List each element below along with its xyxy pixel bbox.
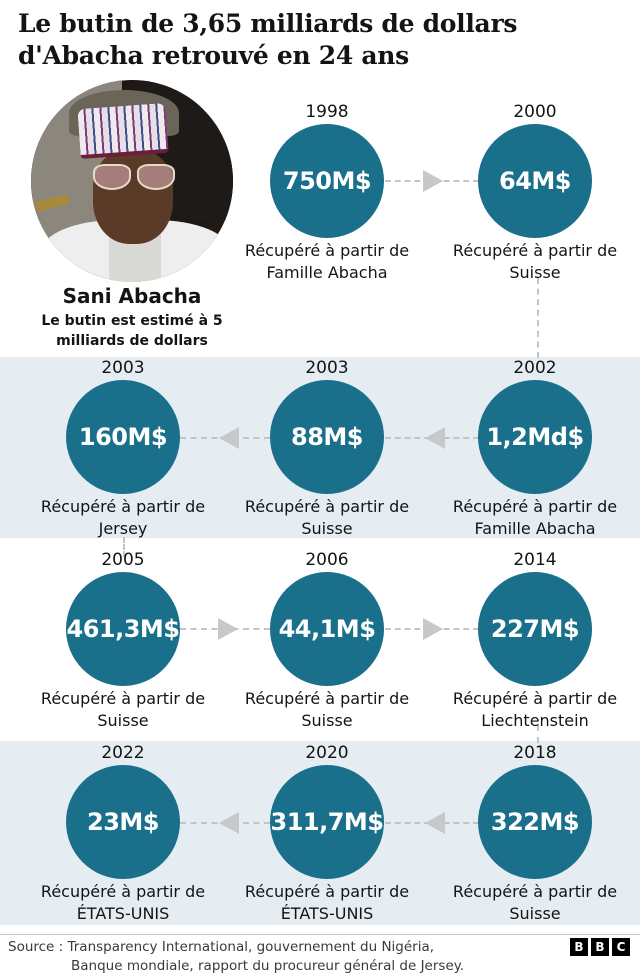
amount-circle: 1,2Md$ [478, 380, 592, 494]
node-source: Suisse [97, 711, 149, 730]
node-prefix: Récupéré à partir de [244, 497, 410, 516]
amount-circle: 44,1M$ [270, 572, 384, 686]
node-year: 2006 [305, 550, 349, 570]
node-source: Liechtenstein [481, 711, 589, 730]
node-prefix: Récupéré à partir de [452, 497, 618, 516]
node-year: 2002 [513, 358, 557, 378]
node-year: 1998 [305, 102, 349, 122]
bbc-logo: B B C [570, 938, 630, 956]
node-prefix: Récupéré à partir de [40, 882, 206, 901]
timeline-node: 2014 227M$ Récupéré à partir de Liechtens… [445, 550, 625, 732]
timeline-node: 1998 750M$ Récupéré à partir de Famille A… [237, 102, 417, 284]
source-line-1: Source : Transparency International, gou… [8, 939, 435, 955]
page-title: Le butin de 3,65 milliards de dollars d'… [18, 9, 518, 70]
node-year: 2003 [305, 358, 349, 378]
node-year: 2022 [101, 743, 145, 763]
arrow-right-icon [423, 618, 443, 640]
connector-line [537, 278, 539, 358]
amount-circle: 88M$ [270, 380, 384, 494]
node-prefix: Récupéré à partir de [40, 497, 206, 516]
node-prefix: Récupéré à partir de [40, 689, 206, 708]
node-year: 2003 [101, 358, 145, 378]
amount-circle: 23M$ [66, 765, 180, 879]
node-year: 2014 [513, 550, 557, 570]
node-source: Famille Abacha [266, 263, 388, 282]
arrow-left-icon [425, 427, 445, 449]
source-line-2: Banque mondiale, rapport du procureur gé… [71, 958, 465, 974]
amount-circle: 750M$ [270, 124, 384, 238]
node-year: 2020 [305, 743, 349, 763]
connector-line [537, 725, 539, 743]
timeline-node: 2006 44,1M$ Récupéré à partir de Suisse [237, 550, 417, 732]
timeline-node: 2003 88M$ Récupéré à partir de Suisse [237, 358, 417, 540]
node-source: Jersey [98, 519, 148, 538]
timeline-node: 2018 322M$ Récupéré à partir de Suisse [445, 743, 625, 925]
timeline-node: 2020 311,7M$ Récupéré à partir de ÉTATS-U… [237, 743, 417, 925]
arrow-left-icon [219, 812, 239, 834]
timeline-node: 2000 64M$ Récupéré à partir de Suisse [445, 102, 625, 284]
person-name: Sani Abacha [62, 284, 202, 308]
amount-circle: 64M$ [478, 124, 592, 238]
arrow-left-icon [219, 427, 239, 449]
node-source: Suisse [509, 263, 561, 282]
portrait-photo [31, 80, 233, 282]
node-year: 2018 [513, 743, 557, 763]
amount-circle: 311,7M$ [270, 765, 384, 879]
node-year: 2000 [513, 102, 557, 122]
arrow-left-icon [425, 812, 445, 834]
amount-circle: 461,3M$ [66, 572, 180, 686]
node-prefix: Récupéré à partir de [244, 241, 410, 260]
node-source: Suisse [509, 904, 561, 923]
node-prefix: Récupéré à partir de [244, 882, 410, 901]
node-prefix: Récupéré à partir de [452, 241, 618, 260]
node-source: ÉTATS-UNIS [280, 904, 374, 923]
timeline-node: 2003 160M$ Récupéré à partir de Jersey [33, 358, 213, 540]
node-source: Suisse [301, 519, 353, 538]
bbc-logo-block: B [570, 938, 588, 956]
bbc-logo-block: B [591, 938, 609, 956]
amount-circle: 322M$ [478, 765, 592, 879]
amount-circle: 160M$ [66, 380, 180, 494]
node-prefix: Récupéré à partir de [452, 882, 618, 901]
arrow-right-icon [423, 170, 443, 192]
source-note: Source : Transparency International, gou… [8, 938, 464, 976]
arrow-right-icon [218, 618, 238, 640]
bbc-logo-block: C [612, 938, 630, 956]
connector-line [123, 537, 125, 557]
node-year: 2005 [101, 550, 145, 570]
timeline-node: 2002 1,2Md$ Récupéré à partir de Famille … [445, 358, 625, 540]
node-prefix: Récupéré à partir de [452, 689, 618, 708]
amount-circle: 227M$ [478, 572, 592, 686]
timeline-node: 2005 461,3M$ Récupéré à partir de Suisse [33, 550, 213, 732]
node-prefix: Récupéré à partir de [244, 689, 410, 708]
footer-divider [0, 934, 640, 935]
person-subtitle: Le butin est estimé à 5 milliards de dol… [41, 313, 223, 349]
node-source: ÉTATS-UNIS [76, 904, 170, 923]
node-source: Famille Abacha [474, 519, 596, 538]
timeline-node: 2022 23M$ Récupéré à partir de ÉTATS-UNIS [33, 743, 213, 925]
node-source: Suisse [301, 711, 353, 730]
